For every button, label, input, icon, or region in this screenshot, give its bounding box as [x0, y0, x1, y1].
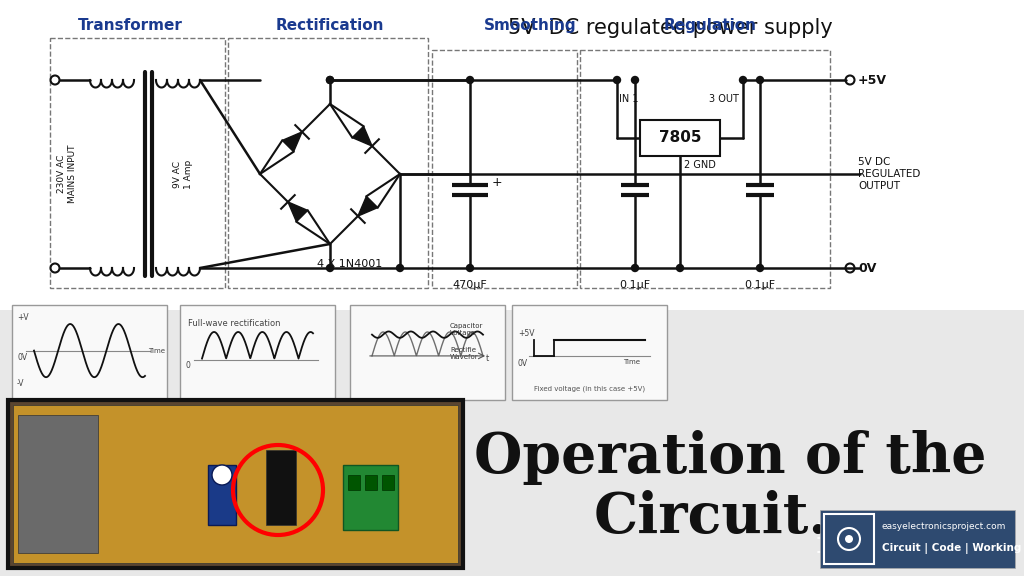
Bar	[348, 475, 360, 490]
Polygon shape	[283, 132, 302, 151]
Text: +: +	[492, 176, 503, 190]
Circle shape	[632, 264, 639, 271]
Circle shape	[396, 264, 403, 271]
Text: 5V DC
REGULATED
OUTPUT: 5V DC REGULATED OUTPUT	[858, 157, 921, 191]
Circle shape	[467, 77, 473, 84]
Circle shape	[327, 77, 334, 84]
Circle shape	[757, 264, 764, 271]
Circle shape	[632, 77, 639, 84]
Text: 3 OUT: 3 OUT	[710, 94, 739, 104]
Bar	[512, 305, 667, 400]
Bar	[18, 415, 98, 553]
Polygon shape	[358, 196, 378, 216]
Text: 0V: 0V	[518, 359, 528, 367]
Text: Transformer: Transformer	[78, 18, 182, 33]
Text: 470μF: 470μF	[453, 280, 487, 290]
Text: Regulation: Regulation	[664, 18, 757, 33]
Text: Smoothing: Smoothing	[483, 18, 577, 33]
Polygon shape	[352, 126, 372, 146]
Bar	[228, 38, 428, 288]
Text: 230V AC
MAINS INPUT: 230V AC MAINS INPUT	[57, 145, 77, 203]
Text: Time: Time	[623, 359, 640, 365]
Text: +5V: +5V	[858, 74, 887, 86]
Text: 0V: 0V	[858, 262, 877, 275]
Circle shape	[739, 77, 746, 84]
Circle shape	[467, 264, 473, 271]
Text: IN 1: IN 1	[618, 94, 639, 104]
Circle shape	[845, 535, 853, 543]
Text: 0V: 0V	[17, 353, 27, 362]
Text: 0: 0	[185, 361, 189, 370]
Text: Fixed voltage (in this case +5V): Fixed voltage (in this case +5V)	[534, 385, 645, 392]
Bar	[208, 465, 236, 525]
Text: +V: +V	[17, 313, 29, 322]
Circle shape	[327, 264, 334, 271]
Text: 0.1μF: 0.1μF	[620, 280, 650, 290]
Bar	[180, 305, 335, 400]
Bar	[350, 305, 505, 400]
Polygon shape	[288, 202, 308, 222]
Bar	[50, 38, 225, 288]
Text: Circuit...: Circuit...	[593, 490, 866, 545]
Text: 9V AC
1 Amp: 9V AC 1 Amp	[173, 160, 193, 188]
Circle shape	[327, 77, 334, 84]
Circle shape	[212, 465, 232, 485]
Text: +5V: +5V	[518, 329, 535, 338]
Bar	[13, 405, 458, 563]
Circle shape	[677, 264, 683, 271]
Bar	[432, 50, 577, 288]
Bar	[8, 400, 463, 568]
Text: easyelectronicsproject.com: easyelectronicsproject.com	[882, 522, 1007, 531]
Bar	[266, 450, 296, 525]
Bar	[580, 50, 830, 288]
Text: t: t	[486, 354, 489, 363]
Text: 2 GND: 2 GND	[684, 160, 716, 170]
Bar	[365, 475, 377, 490]
Bar	[343, 465, 398, 530]
Text: Full-wave rectification: Full-wave rectification	[188, 319, 281, 328]
Bar	[0, 0, 1024, 310]
Bar	[382, 475, 394, 490]
Text: -V: -V	[17, 379, 25, 388]
Text: Capacitor
Voltage: Capacitor Voltage	[450, 323, 483, 336]
Text: Time: Time	[148, 347, 165, 354]
Circle shape	[757, 77, 764, 84]
Text: Operation of the: Operation of the	[474, 430, 986, 485]
Bar	[820, 510, 1015, 568]
Text: Circuit | Code | Working: Circuit | Code | Working	[882, 543, 1021, 554]
Text: Rectifie
Wavefor: Rectifie Wavefor	[450, 347, 478, 360]
Circle shape	[613, 77, 621, 84]
Text: Rectification: Rectification	[275, 18, 384, 33]
Text: 4 X 1N4001: 4 X 1N4001	[317, 259, 383, 269]
Bar	[640, 120, 720, 156]
Text: 0.1μF: 0.1μF	[744, 280, 775, 290]
Bar	[12, 305, 167, 400]
Text: 7805: 7805	[658, 131, 701, 146]
Text: 5V  DC regulated power supply: 5V DC regulated power supply	[508, 18, 833, 38]
Bar	[824, 514, 874, 564]
